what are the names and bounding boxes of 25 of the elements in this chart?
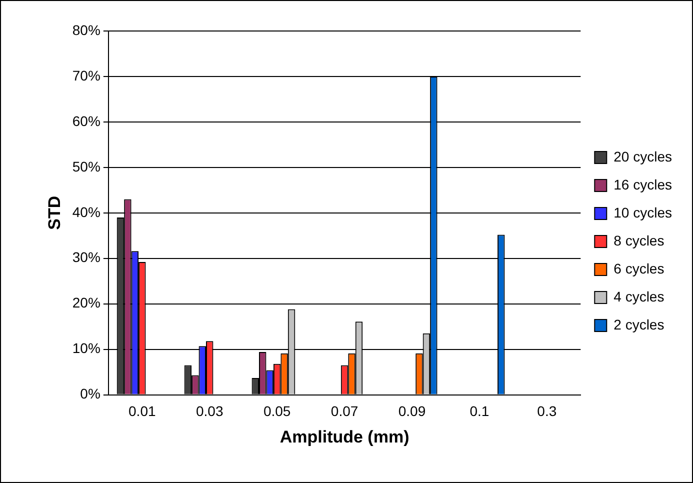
legend-label: 6 cycles [614, 260, 664, 276]
y-tick-label: 50% [72, 158, 100, 174]
x-tick-label: 0.1 [470, 403, 490, 420]
y-tick-label: 30% [72, 249, 100, 266]
y-tick-label: 70% [72, 67, 100, 84]
legend-label: 10 cycles [614, 204, 672, 220]
x-tick-label: 0.05 [263, 403, 291, 420]
y-tick-label: 40% [72, 204, 100, 220]
y-tick-label: 60% [72, 112, 100, 129]
y-tick-label: 0% [80, 386, 100, 402]
x-tick-label: 0.3 [537, 403, 557, 420]
x-tick-label: 0.01 [128, 403, 156, 420]
y-tick-label: 80% [72, 22, 100, 38]
legend-label: 8 cycles [614, 232, 664, 248]
y-tick-label: 20% [72, 294, 100, 311]
x-tick-label: 0.09 [398, 403, 426, 420]
legend-label: 2 cycles [614, 316, 664, 332]
x-axis-title: Amplitude (mm) [280, 427, 410, 446]
y-axis-title: STD [44, 196, 64, 230]
x-tick-label: 0.03 [196, 403, 224, 420]
legend-label: 4 cycles [614, 288, 664, 304]
legend-label: 20 cycles [614, 148, 672, 164]
y-tick-label: 10% [72, 340, 100, 356]
x-tick-label: 0.07 [330, 403, 358, 420]
legend-label: 16 cycles [614, 176, 672, 192]
